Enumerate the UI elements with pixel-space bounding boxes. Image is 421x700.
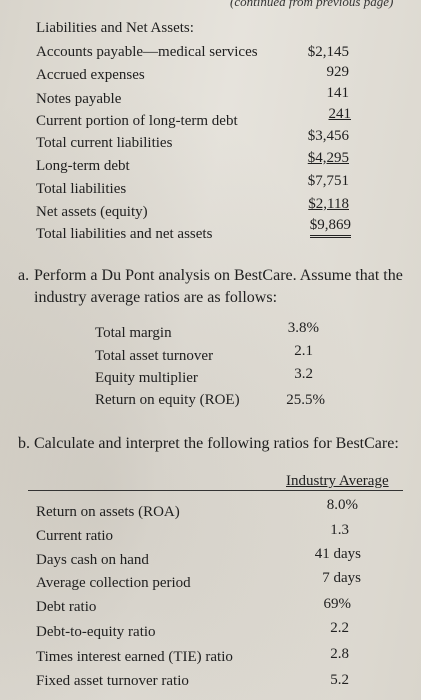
ratio-label: Current ratio	[36, 528, 114, 544]
liability-label: Total liabilities and net assets	[36, 226, 213, 242]
dupont-label: Total asset turnover	[95, 348, 214, 364]
ratio-value: 41 days	[314, 546, 361, 562]
ratio-value: 8.0%	[326, 497, 358, 513]
ratio-label: Return on assets (ROA)	[36, 504, 180, 520]
ratio-value: 5.2	[330, 672, 349, 688]
part-b-marker: b.	[18, 435, 30, 452]
liability-label: Total current liabilities	[36, 135, 173, 151]
liability-value: $2,145	[307, 44, 349, 60]
ratio-value: 2.2	[330, 620, 349, 636]
dupont-label: Return on equity (ROE)	[95, 392, 240, 408]
liability-value: $4,295	[307, 150, 349, 166]
liability-label: Current portion of long-term debt	[36, 113, 238, 129]
liability-label: Accrued expenses	[36, 67, 145, 83]
liability-value: $2,118	[308, 196, 349, 212]
dupont-value: 3.2	[294, 366, 313, 382]
liability-value: $9,869	[309, 217, 351, 238]
industry-average-header: Industry Average	[286, 473, 389, 489]
liability-value: 929	[326, 64, 350, 80]
ratio-label: Times interest earned (TIE) ratio	[36, 649, 233, 665]
liability-label: Total liabilities	[36, 181, 127, 197]
ratio-label: Average collection period	[36, 575, 191, 591]
liability-value: $7,751	[307, 173, 349, 189]
dupont-value: 3.8%	[287, 320, 319, 336]
ratio-label: Debt ratio	[36, 599, 97, 615]
ratio-value: 1.3	[330, 522, 349, 538]
dupont-label: Total margin	[95, 325, 172, 341]
ratio-label: Debt-to-equity ratio	[36, 624, 156, 640]
part-a-text-line1: Perform a Du Pont analysis on BestCare. …	[34, 267, 403, 284]
ratio-value: 7 days	[322, 570, 361, 586]
table-rule	[28, 490, 403, 491]
liability-value: $3,456	[307, 128, 349, 144]
liability-value: 241	[328, 106, 352, 122]
liability-label: Net assets (equity)	[36, 204, 148, 220]
ratio-label: Days cash on hand	[36, 552, 149, 568]
ratio-value: 69%	[323, 596, 352, 612]
liability-label: Accounts payable—medical services	[36, 44, 258, 60]
liability-label: Notes payable	[36, 91, 122, 107]
part-b-text: Calculate and interpret the following ra…	[34, 435, 399, 452]
liabilities-heading: Liabilities and Net Assets:	[36, 20, 194, 36]
dupont-value: 2.1	[294, 343, 313, 359]
part-a-marker: a.	[18, 267, 30, 284]
part-a-text-line2: industry average ratios are as follows:	[34, 289, 278, 306]
dupont-value: 25.5%	[286, 392, 325, 408]
continued-header: (continued from previous page)	[230, 0, 394, 9]
ratio-value: 2.8	[330, 646, 349, 662]
dupont-label: Equity multiplier	[95, 370, 198, 386]
liability-value: 141	[326, 85, 350, 101]
liability-label: Long-term debt	[36, 158, 130, 174]
ratio-label: Fixed asset turnover ratio	[36, 673, 189, 689]
